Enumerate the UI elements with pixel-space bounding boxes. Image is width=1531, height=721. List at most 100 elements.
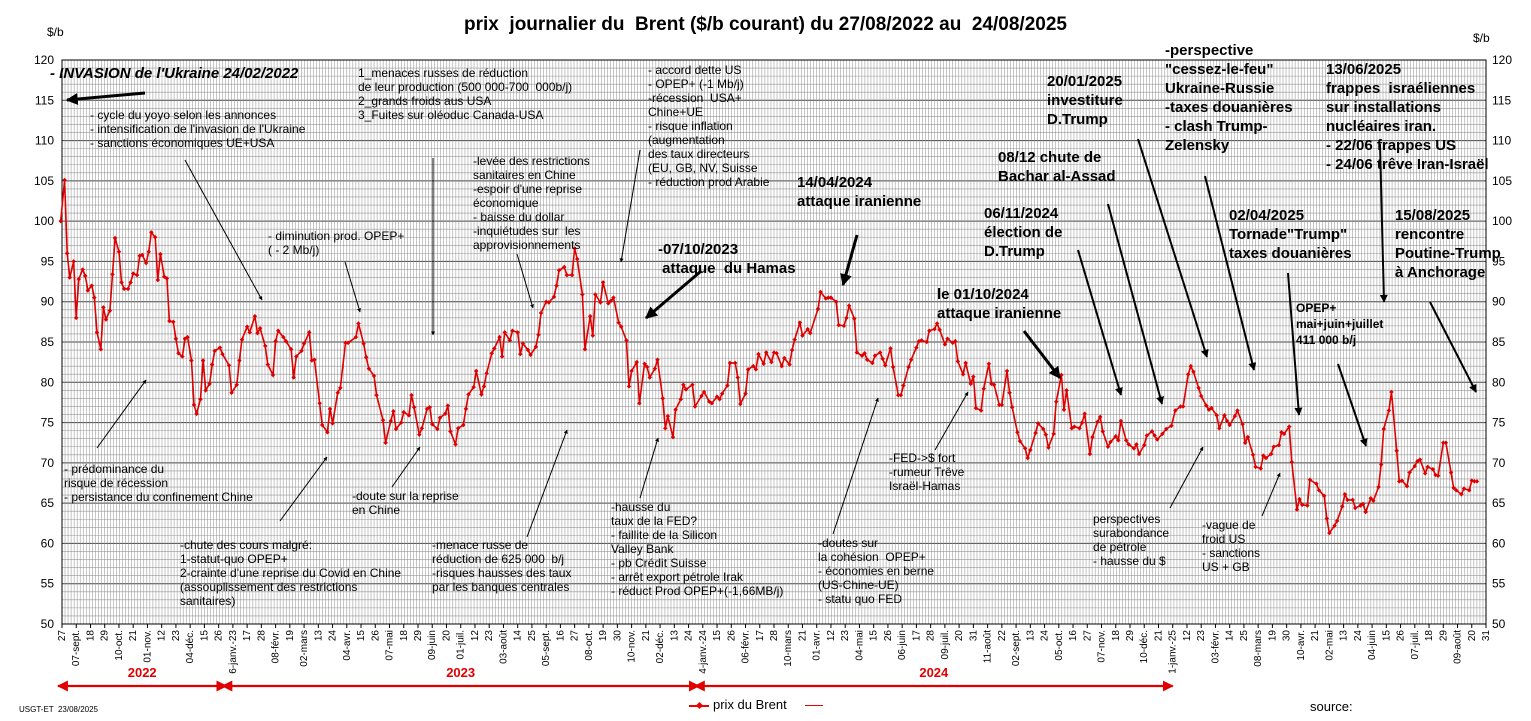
data-point (1417, 457, 1423, 462)
x-tick-label: 15 (712, 630, 723, 642)
data-point (709, 400, 715, 406)
data-point (1441, 440, 1446, 445)
annotation-tornade: 02/04/2025 Tornade"Trump" taxes douanièr… (1229, 207, 1352, 262)
x-tick-label: 19 (285, 630, 296, 642)
data-point (234, 382, 240, 387)
arrow-menace-625 (526, 429, 568, 538)
source-label: source: (1310, 699, 1353, 714)
annotation-cessez-le-feu: -perspective "cessez-le-feu" Ukraine-Rus… (1165, 42, 1293, 154)
data-point (301, 341, 307, 346)
x-tick-label: 26 (883, 630, 894, 642)
data-point (226, 363, 232, 368)
x-tick-label: 07-nov. (1097, 630, 1108, 663)
x-tick-label: 29 (1438, 630, 1449, 642)
data-point (1028, 447, 1033, 453)
arrow-surabondance (1169, 446, 1204, 509)
data-point (1204, 403, 1209, 408)
data-point (756, 351, 761, 357)
data-point (1169, 423, 1174, 429)
data-point (1007, 390, 1012, 396)
data-point (171, 319, 176, 325)
data-point (110, 272, 115, 277)
x-tick-label: 27 (57, 630, 68, 642)
y-tick-label-right: 80 (1492, 375, 1506, 389)
data-point (1185, 371, 1191, 377)
y-tick-label-right: 105 (1492, 174, 1512, 188)
data-point (556, 268, 562, 273)
data-point (1394, 448, 1399, 454)
annotation-fed: -hausse du taux de la FED? - faillite de… (611, 500, 784, 598)
x-tick-label: 21 (128, 630, 139, 642)
data-point (642, 361, 647, 367)
data-point (212, 348, 218, 354)
arrow-doutes (832, 397, 879, 535)
data-point (1305, 503, 1310, 508)
data-point (1261, 453, 1266, 458)
data-point (1235, 408, 1240, 413)
arrow-iran-2 (1022, 330, 1062, 379)
arrow-invasion (65, 91, 146, 106)
x-tick-label: 24 (1353, 630, 1364, 642)
data-point (247, 330, 252, 335)
x-tick-label: 16 (1068, 630, 1079, 642)
data-point (836, 322, 841, 328)
y-axis-left: 50 55 60 65 70 75 80 85 90 95 100 105 110 115 120 (34, 53, 54, 631)
x-tick-label: 03-août (498, 630, 509, 664)
data-point (58, 218, 63, 224)
x-axis: 27 07-sept. 18 29 10-oct. 21 01-nov. 12 23 04-déc… (57, 624, 1492, 674)
data-point (616, 320, 621, 325)
data-point (461, 422, 466, 428)
data-point (1307, 477, 1313, 483)
arrow-levee (516, 253, 534, 309)
arrow-dette (619, 149, 641, 263)
data-point (1123, 438, 1129, 443)
data-point (1345, 497, 1350, 503)
annotation-surabondance: perspectives surabondance de pétrole - h… (1093, 512, 1170, 568)
data-point (1224, 418, 1230, 424)
data-point (624, 338, 629, 343)
x-tick-label: 28 (926, 630, 937, 642)
data-point (574, 256, 580, 262)
year-label-2023: 2023 (446, 665, 475, 680)
data-point (345, 340, 351, 346)
data-point (898, 392, 904, 398)
data-point (448, 429, 453, 434)
x-tick-label: 15 (199, 630, 210, 642)
arrow-cessez (1204, 175, 1257, 371)
data-point (1407, 470, 1412, 475)
data-point (1079, 420, 1085, 425)
y-tick-label-left: 50 (41, 617, 55, 631)
data-point (805, 326, 810, 332)
data-point (996, 402, 1002, 408)
data-point (391, 409, 396, 414)
data-point (481, 384, 487, 389)
data-point (398, 420, 404, 425)
y-tick-label-left: 95 (41, 254, 55, 268)
arrow-frappes (1379, 143, 1388, 303)
data-point (220, 351, 225, 357)
data-point (1271, 444, 1276, 450)
y-tick-label-left: 75 (41, 416, 55, 430)
data-point (445, 403, 451, 408)
data-point (67, 275, 73, 280)
y-axis-right: 50 55 60 65 70 75 80 85 90 95 100 105 110 115 120 (1492, 53, 1512, 631)
data-point (1090, 434, 1095, 440)
arrow-iran-1 (840, 234, 859, 287)
y-tick-label-left: 85 (41, 335, 55, 349)
data-point (361, 341, 366, 346)
data-point (629, 368, 634, 374)
x-tick-label: 14 (513, 630, 524, 642)
data-point (877, 350, 883, 355)
data-point (1180, 404, 1186, 409)
x-tick-label: 20 (954, 630, 965, 642)
annotation-chute: -chute des cours malgré: 1-statut-quo OP… (180, 538, 402, 608)
data-point (510, 328, 515, 333)
data-point (919, 338, 924, 343)
annotation-assad: 08/12 chute de Bachar al-Assad (998, 149, 1116, 185)
x-tick-label: 10-avr. (1296, 630, 1307, 661)
data-point (463, 406, 469, 412)
data-point (489, 351, 495, 356)
data-point (1316, 487, 1322, 493)
x-tick-label: 10-déc. (1139, 630, 1150, 663)
data-point (833, 299, 839, 304)
